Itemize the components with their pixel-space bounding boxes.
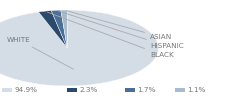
Wedge shape xyxy=(51,10,67,48)
Bar xyxy=(2,88,12,92)
Text: WHITE: WHITE xyxy=(7,37,73,69)
Text: 94.9%: 94.9% xyxy=(14,87,37,93)
Text: 1.7%: 1.7% xyxy=(137,87,155,93)
Text: HISPANIC: HISPANIC xyxy=(59,11,184,49)
Text: ASIAN: ASIAN xyxy=(67,11,172,40)
Bar xyxy=(175,88,185,92)
Bar xyxy=(125,88,134,92)
Wedge shape xyxy=(61,10,67,48)
Wedge shape xyxy=(38,11,67,48)
Bar xyxy=(67,88,77,92)
Text: BLACK: BLACK xyxy=(47,12,174,58)
Wedge shape xyxy=(0,10,158,86)
Text: 2.3%: 2.3% xyxy=(79,87,97,93)
Text: 1.1%: 1.1% xyxy=(187,87,205,93)
